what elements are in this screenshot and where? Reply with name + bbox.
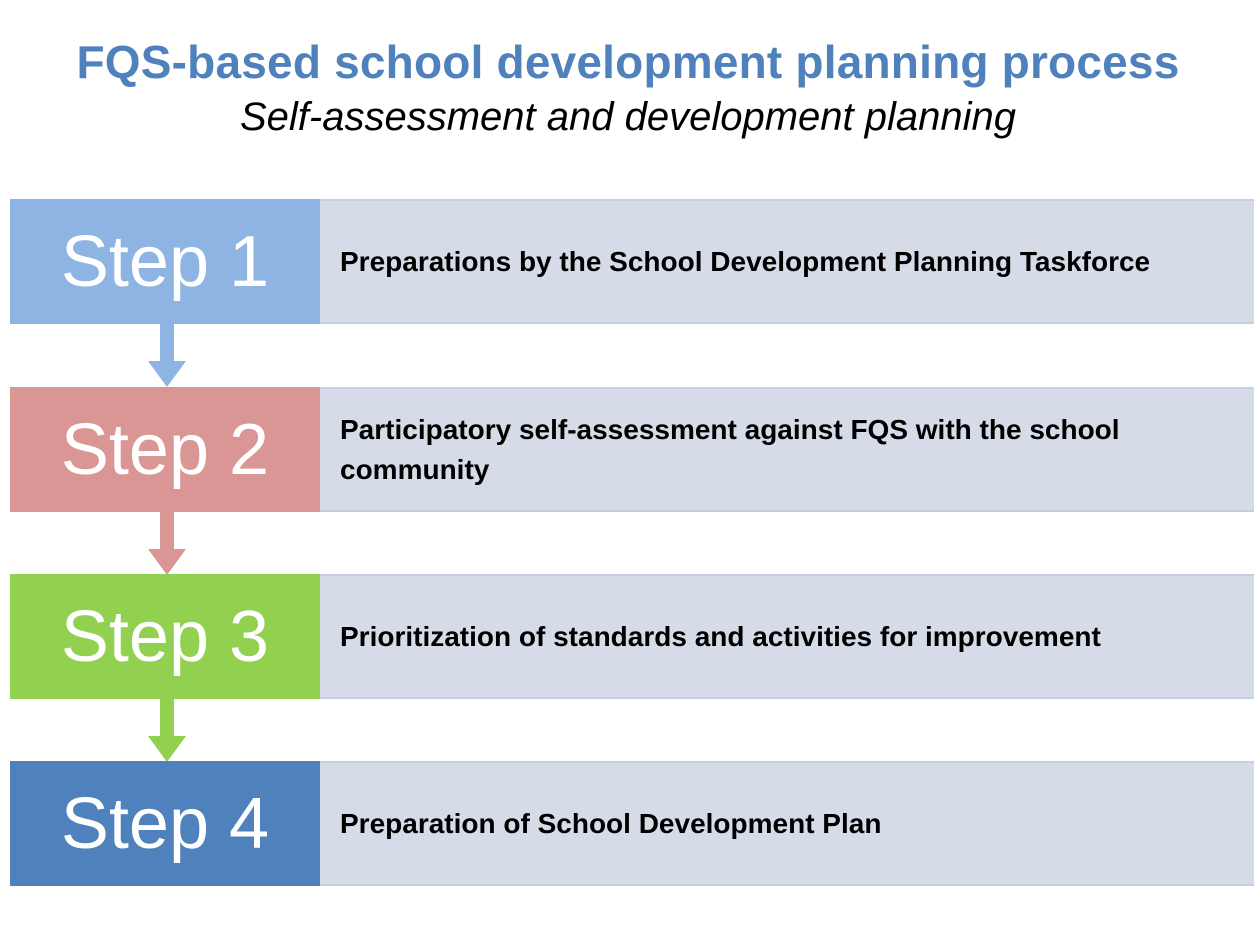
step-label: Step 2 [60,409,270,490]
step-label: Step 3 [60,596,270,677]
step-label: Step 1 [60,221,270,302]
arrow-head [148,361,186,387]
step-description: Preparations by the School Development P… [340,245,1151,277]
diagram-subtitle: Self-assessment and development planning [239,95,1017,139]
step-description-box: Prioritization of standards and activiti… [320,574,1254,699]
step-description-box: Preparations by the School Development P… [320,199,1254,324]
step-description-box: Preparation of School Development Plan [320,761,1254,886]
arrow-shaft [160,698,174,738]
arrow-head [148,736,186,762]
step-description: Preparation of School Development Plan [340,807,882,839]
step-row-3: Step 3 Prioritization of standards and a… [10,574,1254,699]
step-label-box: Step 4 [10,761,320,886]
step-description-box: Participatory self-assessment against FQ… [320,387,1254,512]
arrow-shaft [160,323,174,363]
step-label-box: Step 2 [10,387,320,512]
step-description: Prioritization of standards and activiti… [340,620,1101,652]
arrow-head [148,549,186,575]
step-label: Step 4 [60,783,270,864]
down-arrow-icon [148,511,186,577]
down-arrow-icon [148,323,186,389]
step-label-box: Step 3 [10,574,320,699]
step-row-2: Step 2 Participatory self-assessment aga… [10,387,1254,512]
arrow-shaft [160,511,174,551]
diagram-title: FQS-based school development planning pr… [76,36,1180,88]
step-description: Participatory self-assessment against FQ… [340,413,1120,485]
down-arrow-icon [148,698,186,764]
step-row-4: Step 4 Preparation of School Development… [10,761,1254,886]
step-row-1: Step 1 Preparations by the School Develo… [10,199,1254,324]
step-label-box: Step 1 [10,199,320,324]
